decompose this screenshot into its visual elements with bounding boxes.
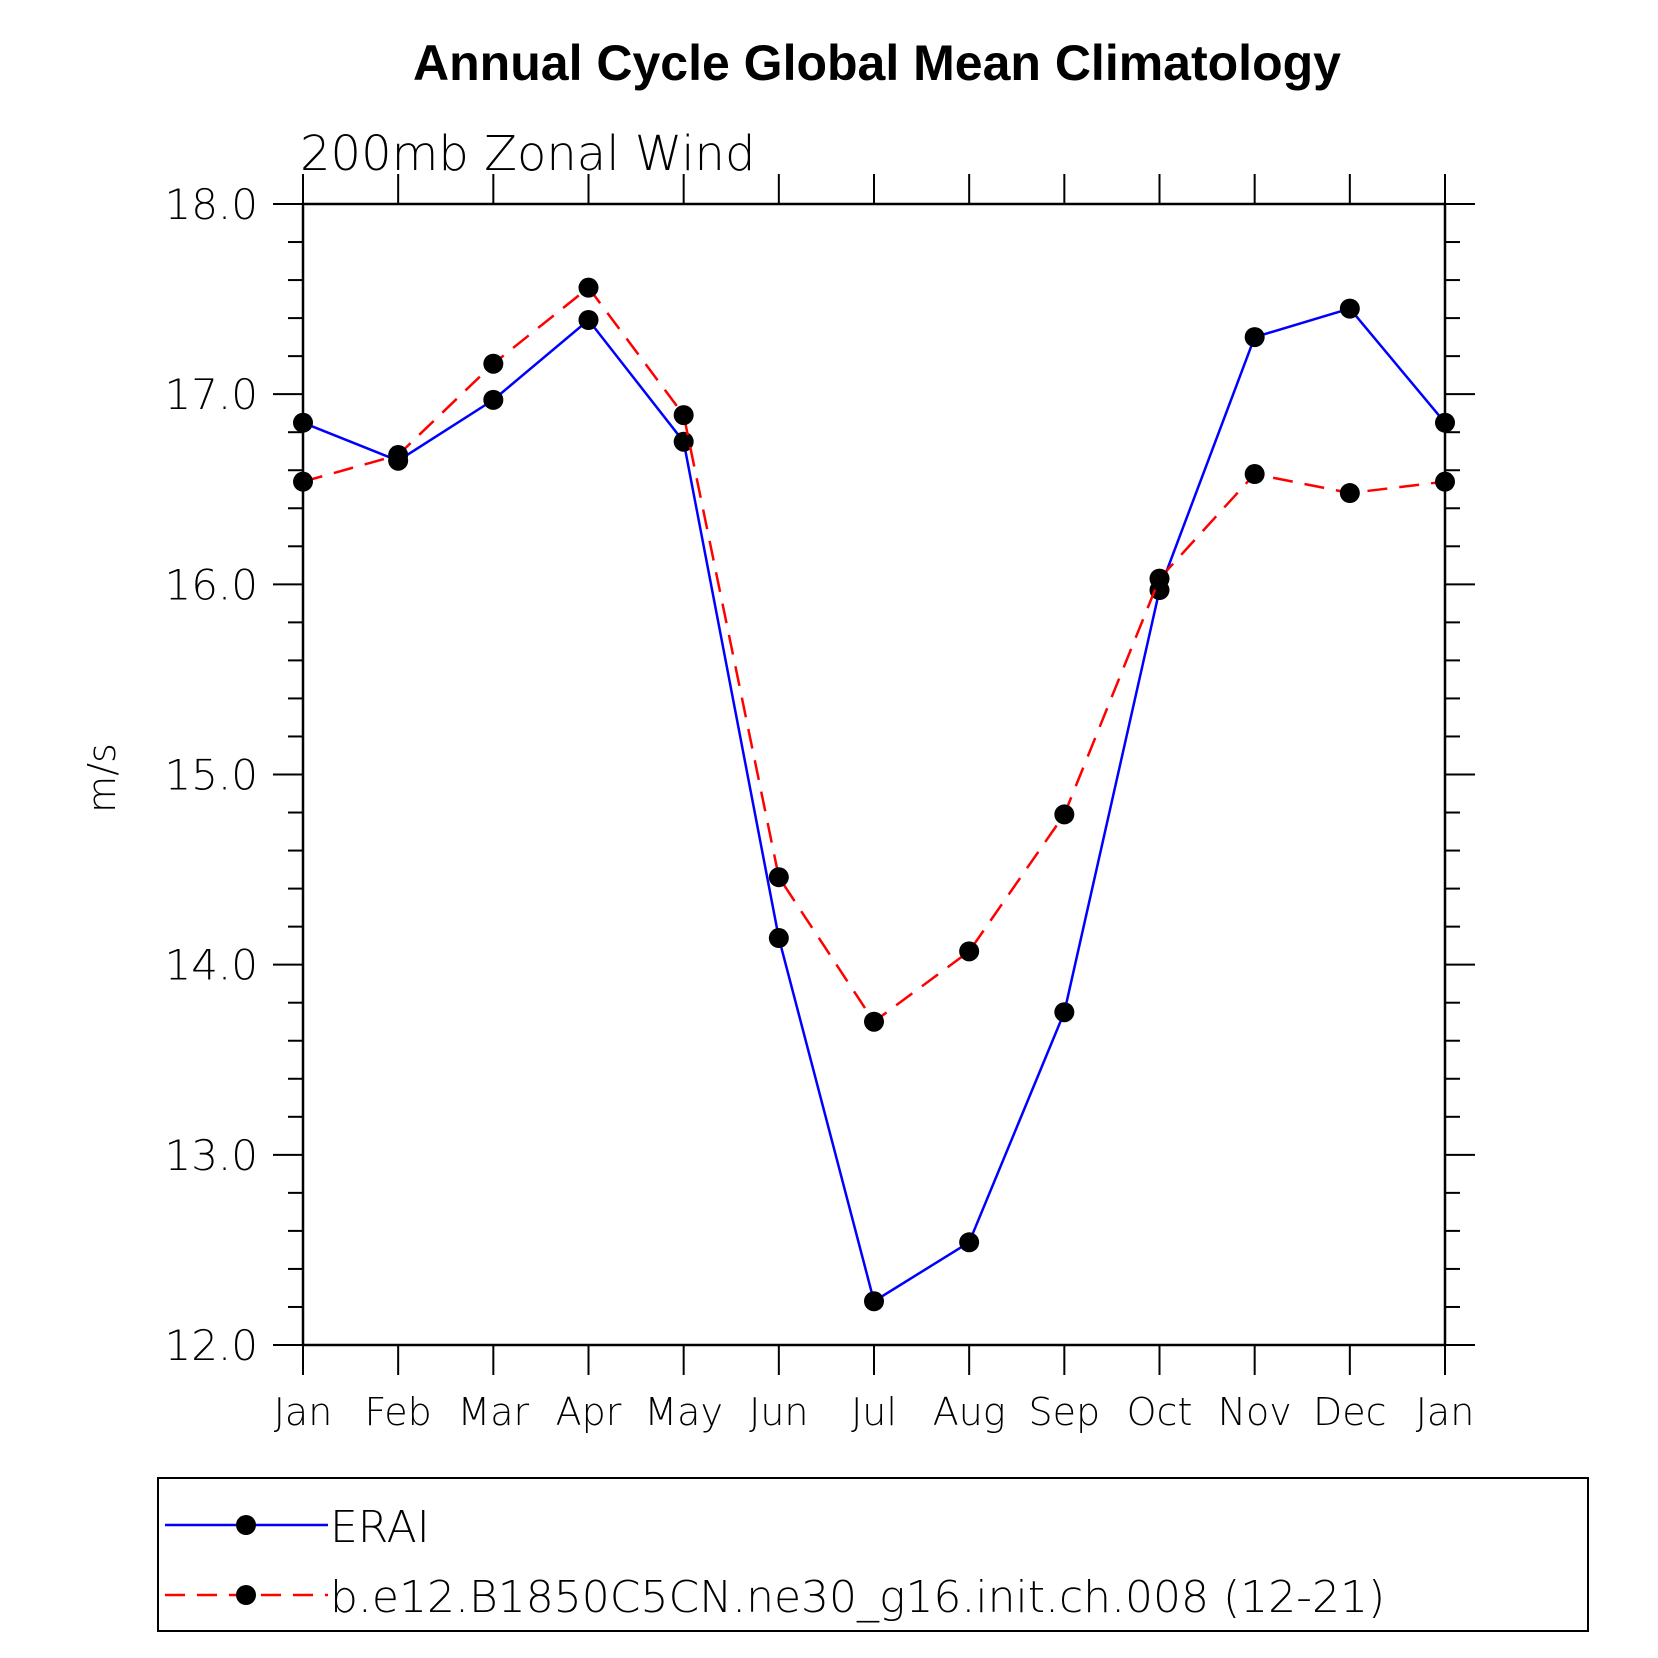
x-tick-label: Nov (1218, 1390, 1292, 1434)
x-tick-label: May (644, 1390, 723, 1434)
x-tick-label: Jun (749, 1390, 808, 1434)
y-tick-label: 14.0 (164, 941, 258, 990)
legend-box (157, 1477, 1589, 1632)
legend-marker (236, 1515, 256, 1535)
data-point (864, 1011, 884, 1032)
x-tick-label: Apr (556, 1390, 622, 1434)
x-tick-label: Mar (457, 1390, 529, 1434)
series-1 (293, 298, 1455, 1312)
chart-title: Annual Cycle Global Mean Climatology (413, 35, 1341, 91)
plot-frame (301, 202, 1447, 1347)
x-tick-label: Jan (274, 1390, 333, 1434)
data-point (483, 353, 504, 374)
legend-marker (236, 1585, 256, 1605)
data-point (768, 928, 789, 949)
legend-item: ERAI (165, 1502, 430, 1553)
x-tick-label: Jul (851, 1390, 897, 1434)
y-tick-label: 18.0 (164, 180, 258, 229)
series-layer (293, 277, 1455, 1312)
y-tick-label: 12.0 (164, 1321, 258, 1370)
data-point (1435, 412, 1455, 433)
series-line (302, 307, 1446, 1304)
data-point (578, 277, 599, 298)
data-point (1244, 464, 1265, 485)
series-2 (293, 277, 1455, 1032)
data-point (578, 310, 599, 331)
data-point (959, 1232, 980, 1253)
x-tick-label: Aug (933, 1390, 1006, 1434)
legend-label: b.e12.B1850C5CN.ne30_g16.init.ch.008 (12… (330, 1572, 1385, 1623)
data-point (1149, 568, 1170, 589)
data-point (673, 405, 694, 426)
data-point (1244, 327, 1265, 348)
data-point (483, 389, 504, 410)
data-point (1339, 298, 1360, 319)
y-tick-label: 13.0 (164, 1131, 258, 1180)
series-line (302, 285, 1446, 1024)
y-tick-label: 16.0 (164, 560, 258, 609)
x-tick-label: Jan (1416, 1390, 1475, 1434)
y-tick-label: 17.0 (164, 370, 258, 419)
legend-label: ERAI (330, 1502, 430, 1553)
data-point (1339, 483, 1360, 504)
data-point (293, 471, 313, 492)
data-point (1435, 471, 1455, 492)
x-tick-label: Feb (365, 1390, 432, 1434)
legend: ERAI b.e12.B1850C5CN.ne30_g16.init.ch.008… (157, 1477, 1589, 1632)
x-ticks: Jan Feb Mar Apr May Jun Jul Aug Sep Oct Nov Dec Jan (274, 174, 1475, 1434)
chart-subtitle: 200mb Zonal Wind (300, 126, 755, 182)
data-point (293, 412, 313, 433)
y-axis-label: m/s (80, 743, 124, 813)
data-point (1054, 804, 1075, 825)
x-tick-label: Dec (1313, 1390, 1387, 1434)
data-point (673, 431, 694, 452)
data-point (864, 1291, 884, 1312)
axes (301, 202, 1447, 1347)
data-point (959, 941, 980, 962)
x-tick-label: Oct (1127, 1390, 1193, 1434)
data-point (388, 445, 409, 466)
legend-item: b.e12.B1850C5CN.ne30_g16.init.ch.008 (12… (165, 1572, 1385, 1623)
y-tick-label: 15.0 (164, 751, 258, 800)
y-ticks: 12.0 13.0 14.0 15.0 16.0 17.0 18.0 (164, 180, 1475, 1370)
legend-items: ERAI b.e12.B1850C5CN.ne30_g16.init.ch.008… (165, 1502, 1385, 1623)
data-point (1054, 1002, 1075, 1023)
data-point (768, 867, 789, 888)
x-tick-label: Sep (1029, 1390, 1101, 1434)
